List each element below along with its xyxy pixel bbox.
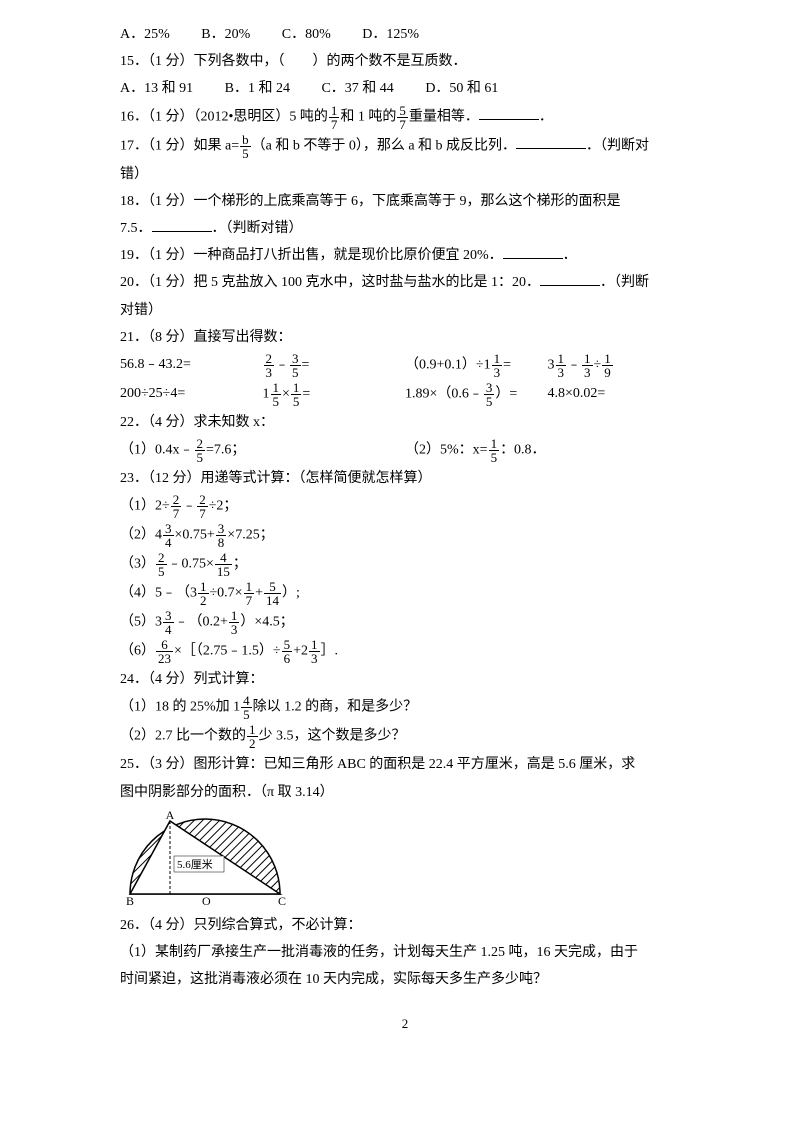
q22-1: （1）0.4x﹣25=7.6； xyxy=(120,437,405,464)
q26-stem: 26．（4 分）只列综合算式，不必计算： xyxy=(120,913,690,938)
q15-options: A．13 和 91 B．1 和 24 C．37 和 44 D．50 和 61 xyxy=(120,76,690,101)
q20-l2: 对错） xyxy=(120,298,690,323)
q21-stem: 21．（8 分）直接写出得数： xyxy=(120,325,690,350)
q24-1: （1）18 的 25%加 145除以 1.2 的商，和是多少？ xyxy=(120,694,690,721)
blank xyxy=(516,134,586,149)
q18-l2: 7.5． ．（判断对错） xyxy=(120,216,690,241)
q22-row: （1）0.4x﹣25=7.6； （2）5%：x=15：0.8． xyxy=(120,437,690,464)
opt-b: B．1 和 24 xyxy=(225,76,290,101)
q17: 17．（1 分）如果 a=b5（a 和 b 不等于 0），那么 a 和 b 成反… xyxy=(120,133,690,160)
blank xyxy=(540,271,600,286)
q26-l1: （1）某制药厂承接生产一批消毒液的任务，计划每天生产 1.25 吨，16 天完成… xyxy=(120,940,690,965)
q26-l2: 时间紧迫，这批消毒液必须在 10 天内完成，实际每天多生产多少吨？ xyxy=(120,967,690,992)
q17-post: （a 和 b 不等于 0），那么 a 和 b 成反比列． xyxy=(252,138,516,153)
label-B: B xyxy=(126,894,134,908)
q18-l2a: 7.5． xyxy=(120,221,152,236)
frac-5-7: 57 xyxy=(397,104,408,131)
q15-stem: 15．（1 分）下列各数中，（ ）的两个数不是互质数． xyxy=(120,49,690,74)
q16-post: 重量相等． xyxy=(409,109,479,124)
label-A: A xyxy=(166,809,175,822)
q23-stem: 23．（12 分）用递等式计算：（怎样简便就怎样算） xyxy=(120,466,690,491)
q23-2: （2）434×0.75+38×7.25； xyxy=(120,522,690,549)
q19-end: ． xyxy=(563,248,577,263)
c1: 56.8﹣43.2= xyxy=(120,352,263,379)
q18-l2b: ．（判断对错） xyxy=(212,221,303,236)
opt-b: B．20% xyxy=(201,22,250,47)
q23-4: （4）5﹣（312÷0.7×17+514）; xyxy=(120,580,690,607)
q16-mid: 和 1 吨的 xyxy=(340,109,396,124)
label-C: C xyxy=(278,894,286,908)
q21-row2: 200÷25÷4= 115×15= 1.89×（0.6﹣35）= 4.8×0.0… xyxy=(120,381,690,408)
q22-2: （2）5%：x=15：0.8． xyxy=(405,437,690,464)
q25-l2: 图中阴影部分的面积．（π 取 3.14） xyxy=(120,780,690,805)
q17-l2: 错） xyxy=(120,162,690,187)
blank xyxy=(479,105,539,120)
c1: 200÷25÷4= xyxy=(120,381,263,408)
q24-2: （2）2.7 比一个数的12少 3.5，这个数是多少？ xyxy=(120,723,690,750)
q19-t: 19．（1 分）一种商品打八折出售，就是现价比原价便宜 20%． xyxy=(120,248,503,263)
q14-options: A．25% B．20% C．80% D．125% xyxy=(120,22,690,47)
q18-l1: 18．（1 分）一个梯形的上底乘高等于 6，下底乘高等于 9，那么这个梯形的面积… xyxy=(120,189,690,214)
opt-d: D．125% xyxy=(362,22,419,47)
q21-row1: 56.8﹣43.2= 23﹣35= （0.9+0.1）÷113= 313﹣13÷… xyxy=(120,352,690,379)
c3: 1.89×（0.6﹣35）= xyxy=(405,381,548,408)
opt-c: C．37 和 44 xyxy=(321,76,393,101)
label-O: O xyxy=(202,894,211,908)
opt-c: C．80% xyxy=(282,22,331,47)
q20-t: 20．（1 分）把 5 克盐放入 100 克水中，这时盐与盐水的比是 1：20． xyxy=(120,275,540,290)
c4: 313﹣13÷19 xyxy=(548,352,691,379)
q16: 16．（1 分）（2012•思明区）5 吨的17和 1 吨的57重量相等． ． xyxy=(120,104,690,131)
q20: 20．（1 分）把 5 克盐放入 100 克水中，这时盐与盐水的比是 1：20．… xyxy=(120,270,690,295)
blank xyxy=(152,217,212,232)
q20-end: ．（判断 xyxy=(600,275,649,290)
q23-1: （1）2÷27﹣27÷2； xyxy=(120,493,690,520)
q22-stem: 22．（4 分）求未知数 x： xyxy=(120,410,690,435)
q24-stem: 24．（4 分）列式计算： xyxy=(120,667,690,692)
label-height: 5.6厘米 xyxy=(177,858,213,871)
q23-5: （5）334﹣（0.2+13）×4.5； xyxy=(120,609,690,636)
q25-l1: 25．（3 分）图形计算：已知三角形 ABC 的面积是 22.4 平方厘米，高是… xyxy=(120,752,690,777)
q23-3: （3）25﹣0.75×415； xyxy=(120,551,690,578)
c2: 23﹣35= xyxy=(263,352,406,379)
q16-pre: 16．（1 分）（2012•思明区）5 吨的 xyxy=(120,109,328,124)
frac-b-5: b5 xyxy=(240,133,251,160)
q16-end: ． xyxy=(539,109,553,124)
opt-a: A．13 和 91 xyxy=(120,76,193,101)
c3: （0.9+0.1）÷113= xyxy=(405,352,548,379)
page-number: 2 xyxy=(120,1012,690,1035)
triangle-figure: A B C O 5.6厘米 xyxy=(120,809,300,909)
blank xyxy=(503,244,563,259)
opt-a: A．25% xyxy=(120,22,170,47)
c4: 4.8×0.02= xyxy=(548,381,691,408)
q17-pre: 17．（1 分）如果 a= xyxy=(120,138,239,153)
opt-d: D．50 和 61 xyxy=(425,76,498,101)
c2: 115×15= xyxy=(263,381,406,408)
q23-6: （6）623×［（2.75﹣1.5）÷56+213］. xyxy=(120,638,690,665)
q17-tail: ．（判断对 xyxy=(586,138,649,153)
q19: 19．（1 分）一种商品打八折出售，就是现价比原价便宜 20%． ． xyxy=(120,243,690,268)
frac-1-7: 17 xyxy=(329,104,340,131)
